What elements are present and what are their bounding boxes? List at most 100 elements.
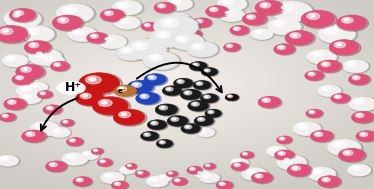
Circle shape [193, 103, 197, 105]
Circle shape [128, 165, 130, 166]
Circle shape [216, 181, 233, 189]
Circle shape [176, 36, 188, 42]
Circle shape [106, 12, 110, 14]
Circle shape [306, 109, 322, 118]
Circle shape [219, 9, 245, 22]
Circle shape [225, 12, 230, 14]
Circle shape [113, 0, 144, 16]
Circle shape [98, 34, 126, 49]
Circle shape [189, 62, 207, 71]
Circle shape [51, 62, 70, 71]
Circle shape [29, 29, 35, 32]
Circle shape [121, 48, 132, 53]
Circle shape [279, 152, 283, 154]
Circle shape [240, 152, 254, 159]
Circle shape [329, 40, 361, 56]
Circle shape [307, 167, 336, 181]
Circle shape [269, 147, 278, 152]
Circle shape [0, 28, 13, 35]
Circle shape [328, 139, 363, 157]
Circle shape [316, 133, 320, 135]
Circle shape [243, 13, 268, 26]
Circle shape [45, 56, 53, 61]
Circle shape [67, 138, 83, 146]
Circle shape [157, 174, 173, 182]
Circle shape [24, 95, 28, 97]
Circle shape [135, 170, 149, 177]
Circle shape [194, 45, 199, 48]
Circle shape [201, 68, 218, 76]
Circle shape [101, 172, 126, 184]
Circle shape [132, 42, 148, 50]
Circle shape [191, 102, 199, 106]
Circle shape [53, 15, 84, 31]
Circle shape [356, 100, 361, 102]
Circle shape [177, 80, 184, 84]
Circle shape [199, 173, 221, 184]
Circle shape [272, 1, 315, 23]
Circle shape [68, 155, 73, 157]
Circle shape [67, 138, 84, 146]
Circle shape [187, 30, 203, 38]
Circle shape [43, 105, 62, 114]
Circle shape [321, 62, 330, 67]
Circle shape [251, 28, 273, 40]
Circle shape [217, 0, 247, 11]
Circle shape [3, 115, 6, 116]
Circle shape [335, 143, 341, 146]
Circle shape [80, 93, 91, 99]
Circle shape [344, 19, 349, 21]
Circle shape [104, 174, 113, 178]
Circle shape [106, 174, 110, 177]
Circle shape [161, 176, 163, 177]
Circle shape [338, 148, 365, 162]
Circle shape [224, 43, 241, 52]
Circle shape [349, 74, 371, 85]
Circle shape [352, 112, 374, 123]
Circle shape [152, 122, 156, 124]
Circle shape [166, 0, 193, 10]
Text: e⁻: e⁻ [117, 88, 126, 94]
Circle shape [293, 122, 323, 137]
Circle shape [143, 38, 156, 45]
Circle shape [91, 148, 103, 154]
Circle shape [285, 31, 313, 45]
Circle shape [81, 150, 100, 160]
Circle shape [230, 26, 249, 35]
Circle shape [266, 146, 288, 157]
Circle shape [235, 164, 238, 166]
Circle shape [224, 0, 230, 2]
Circle shape [9, 101, 13, 103]
Circle shape [360, 132, 368, 136]
Text: H⁺: H⁺ [64, 81, 82, 94]
Circle shape [101, 160, 104, 162]
Circle shape [28, 48, 64, 66]
Circle shape [60, 19, 65, 21]
Circle shape [62, 152, 90, 166]
Circle shape [55, 129, 58, 131]
Circle shape [170, 33, 204, 50]
Circle shape [156, 139, 173, 148]
Circle shape [205, 109, 223, 118]
Circle shape [293, 167, 297, 169]
Circle shape [156, 104, 179, 116]
Circle shape [47, 107, 51, 109]
Circle shape [21, 86, 31, 91]
Circle shape [157, 174, 172, 181]
Circle shape [0, 113, 16, 121]
Circle shape [264, 99, 267, 101]
Circle shape [46, 106, 53, 110]
Circle shape [97, 159, 112, 166]
Circle shape [191, 168, 193, 169]
Circle shape [203, 174, 211, 178]
Circle shape [165, 20, 172, 24]
Circle shape [119, 166, 135, 174]
Circle shape [275, 150, 295, 160]
Circle shape [196, 171, 203, 174]
Circle shape [125, 163, 137, 169]
Circle shape [349, 63, 353, 65]
Circle shape [35, 123, 46, 129]
Circle shape [343, 150, 353, 155]
Circle shape [113, 109, 145, 125]
Circle shape [349, 97, 374, 111]
